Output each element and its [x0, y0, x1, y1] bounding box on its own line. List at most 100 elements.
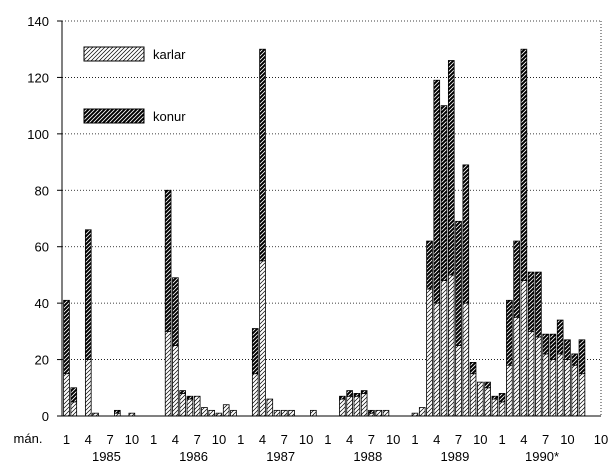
x-tick-label-1989-7: 7	[455, 432, 462, 447]
bar-karlar-19	[201, 407, 208, 417]
bar-karlar-27	[259, 260, 266, 417]
y-tick-label-100: 100	[27, 127, 49, 142]
bar-konur-16	[179, 390, 186, 394]
x-tick-label-1987-1: 1	[237, 432, 244, 447]
bar-karlar-62	[513, 316, 520, 417]
bars	[63, 48, 586, 417]
y-tick-label-80: 80	[35, 183, 49, 198]
x-tick-label-1988-4: 4	[346, 432, 353, 447]
y-tick-label-120: 120	[27, 70, 49, 85]
x-tick-label-1990*-10: 10	[560, 432, 574, 447]
bar-karlar-67	[549, 359, 557, 417]
x-tick-label-1988-10: 10	[386, 432, 400, 447]
gridlines	[62, 20, 601, 360]
bar-konur-14	[164, 189, 172, 332]
bar-karlar-56	[469, 373, 477, 417]
bar-karlar-23	[230, 409, 237, 417]
bar-karlar-51	[433, 302, 441, 417]
bar-konur-58	[484, 381, 491, 389]
x-tick-label-1986-4: 4	[172, 432, 179, 447]
bar-karlar-17	[186, 398, 194, 417]
bar-konur-40	[353, 393, 361, 397]
bar-karlar-34	[310, 409, 317, 417]
bar-karlar-61	[506, 364, 513, 417]
x-year-label-0: 1985	[92, 449, 121, 464]
x-tick-label-1986-10: 10	[212, 432, 226, 447]
legend-swatch-karlar	[83, 46, 145, 62]
x-tick-label-1990*-4: 4	[520, 432, 527, 447]
y-tick-label-60: 60	[35, 240, 49, 255]
bar-konur-69	[564, 339, 571, 360]
x-tick-label-1985-10: 10	[125, 432, 139, 447]
x-year-label-3: 1988	[353, 449, 382, 464]
x-tick-label-1986-7: 7	[194, 432, 201, 447]
bar-karlar-0	[63, 373, 70, 417]
bar-karlar-66	[542, 353, 549, 417]
x-tick-label-1987-10: 10	[299, 432, 313, 447]
x-tick-label-1985-7: 7	[106, 432, 113, 447]
x-tick-label-last: 10	[594, 432, 608, 447]
x-year-label-5: 1990*	[525, 449, 559, 464]
bar-karlar-30	[280, 409, 288, 417]
bar-konur-27	[259, 48, 266, 262]
bar-konur-62	[513, 240, 520, 318]
x-tick-label-1988-1: 1	[324, 432, 331, 447]
bar-konur-66	[542, 333, 549, 355]
y-tick-label-20: 20	[35, 353, 49, 368]
x-tick-label-1989-4: 4	[433, 432, 440, 447]
x-tick-label-1985-4: 4	[85, 432, 92, 447]
x-tick-label-1987-4: 4	[259, 432, 266, 447]
bar-konur-60	[498, 393, 506, 403]
x-tick-label-1990*-1: 1	[498, 432, 505, 447]
bar-karlar-44	[382, 409, 390, 417]
legend-swatch-konur	[83, 108, 145, 124]
x-tick-label-1985-1: 1	[63, 432, 70, 447]
y-tick-labels: 0 20 40 60 80 100 120 140	[27, 14, 49, 424]
legend: karlar konur	[83, 46, 186, 124]
bar-konur-70	[571, 353, 578, 366]
x-tick-label-1987-7: 7	[281, 432, 288, 447]
bar-karlar-53	[447, 274, 455, 417]
bar-karlar-69	[564, 359, 571, 417]
bar-karlar-50	[426, 288, 433, 417]
bar-karlar-71	[578, 373, 586, 417]
bar-konur-68	[556, 319, 564, 355]
bar-karlar-57	[477, 381, 484, 417]
bar-karlar-18	[193, 395, 201, 417]
bar-karlar-59	[491, 398, 499, 417]
bar-konur-64	[527, 271, 535, 332]
x-year-label-4: 1989	[440, 449, 469, 464]
bar-karlar-63	[520, 280, 528, 417]
bar-karlar-64	[527, 330, 535, 417]
bar-karlar-70	[571, 364, 578, 417]
bar-karlar-28	[266, 398, 274, 417]
bar-konur-42	[368, 409, 375, 414]
x-year-label-1: 1986	[179, 449, 208, 464]
bar-konur-54	[455, 220, 462, 346]
bar-karlar-41	[360, 393, 368, 417]
bar-konur-39	[346, 390, 353, 397]
bar-karlar-65	[535, 336, 542, 417]
bar-karlar-43	[375, 409, 382, 417]
bar-karlar-14	[164, 330, 172, 417]
bar-karlar-49	[418, 407, 426, 417]
bar-konur-38	[339, 395, 346, 400]
legend-label-konur: konur	[153, 109, 186, 124]
bar-karlar-22	[222, 404, 230, 417]
bar-konur-65	[535, 271, 542, 338]
bar-karlar-29	[273, 409, 281, 417]
bar-karlar-39	[346, 395, 353, 417]
bar-karlar-31	[288, 409, 295, 417]
y-tick-label-40: 40	[35, 296, 49, 311]
x-year-label-2: 1987	[266, 449, 295, 464]
x-tick-label-1988-7: 7	[368, 432, 375, 447]
bar-konur-41	[360, 390, 368, 394]
bar-karlar-3	[84, 359, 92, 417]
legend-label-karlar: karlar	[153, 47, 186, 62]
bar-karlar-58	[484, 387, 491, 417]
bar-konur-53	[447, 60, 455, 276]
bar-karlar-68	[556, 353, 564, 417]
bar-karlar-15	[172, 345, 179, 417]
bar-konur-67	[549, 333, 557, 360]
